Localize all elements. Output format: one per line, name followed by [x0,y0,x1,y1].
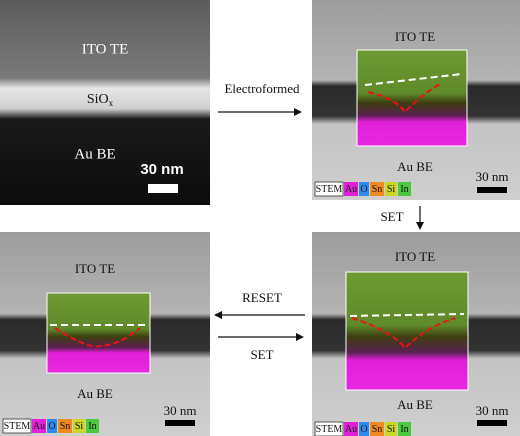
legend-label: STEM [316,184,343,195]
legend-swatch [385,182,397,196]
panel-c: ITO TE Au BE 30 nm [312,232,520,436]
interface-line [349,313,465,317]
arrow-label: SET [380,209,403,224]
legend-swatch [86,419,99,433]
interface-line [364,73,463,86]
legend-label: Si [387,424,396,435]
scale-label: 30 nm [476,403,509,418]
element-legend: STEM Au O Sn Si In [2,418,99,434]
legend-swatch [398,182,411,196]
legend-label: Sn [372,184,383,195]
label: Au BE [77,386,113,401]
legend-swatch [359,182,369,196]
arrow-head [296,333,304,341]
label: Au BE [397,159,433,174]
legend-swatch [385,422,397,436]
legend-label: O [360,424,367,435]
legend-swatch [314,421,344,436]
legend-swatch [344,422,358,436]
panel-b: ITO TE Au BE 30 nm [312,0,520,200]
scale-bar [148,184,178,193]
legend-swatch [73,419,85,433]
legend-label: Sn [372,424,383,435]
legend-label: In [88,421,96,432]
label: ITO TE [82,41,129,57]
label: ITO TE [395,249,435,264]
legend-swatch [32,419,46,433]
legend-label: O [360,184,367,195]
filament-outline [54,327,141,348]
scale-bar [165,420,195,426]
legend-label: Si [387,184,396,195]
legend-label: Au [345,424,357,435]
legend-label: Au [345,184,357,195]
legend-label: STEM [4,421,31,432]
label: SiOx [87,92,114,108]
scale-bar [477,187,507,193]
legend-label: Au [33,421,45,432]
legend-swatch [359,422,369,436]
legend-label: Sn [60,421,71,432]
element-legend: STEM Au O Sn Si In [314,421,411,436]
arrow-label: Electroformed [224,81,300,96]
arrow-label: RESET [242,290,282,305]
legend-label: In [400,424,408,435]
scale-bar [477,420,507,426]
eds-map [356,49,468,147]
panel-a: ITO TE SiOx Au BE 30 nm [0,0,210,205]
legend-label: O [48,421,55,432]
legend-swatch [370,422,384,436]
arrow-label: SET [250,347,273,362]
legend-label: STEM [316,424,343,435]
tem-image [0,0,210,205]
legend-label: Si [75,421,84,432]
legend-label: In [400,184,408,195]
label: Au BE [397,397,433,412]
arrow-head [294,108,302,116]
arrows: Electroformed SET RESET SET [214,81,424,362]
filament-outline [351,317,456,350]
panel-d: ITO TE Au BE 30 nm [0,232,210,436]
legend-swatch [344,182,358,196]
scale-label: 30 nm [164,403,197,418]
eds-map [345,271,469,391]
legend-swatch [47,419,57,433]
legend-swatch [398,422,411,436]
legend-swatch [314,181,344,197]
label: ITO TE [395,29,435,44]
legend-swatch [58,419,72,433]
label: ITO TE [75,261,115,276]
scale-label: 30 nm [476,169,509,184]
element-legend: STEM Au O Sn Si In [314,181,411,197]
legend-swatch [2,418,32,434]
scale-label: 30 nm [140,161,183,178]
arrow-head [214,311,222,319]
filament-outline [367,83,441,114]
legend-swatch [370,182,384,196]
label: Au BE [74,146,115,162]
arrow-head [416,222,424,230]
